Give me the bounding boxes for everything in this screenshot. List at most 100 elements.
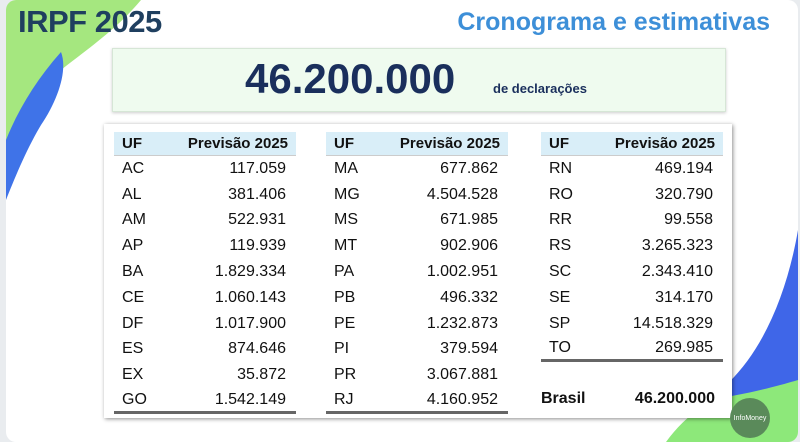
table-row: MS 671.985 <box>326 208 508 234</box>
table-header: UF Previsão 2025 <box>114 132 296 156</box>
row-uf: PE <box>334 314 356 332</box>
row-uf: RO <box>549 185 573 203</box>
table-row: EX 35.872 <box>114 362 296 388</box>
row-uf: SP <box>549 314 571 332</box>
row-value: 1.017.900 <box>214 314 286 332</box>
table-row: PE 1.232.873 <box>326 311 508 337</box>
row-value: 671.985 <box>440 211 498 229</box>
row-uf: BA <box>122 263 144 281</box>
table-row: MT 902.906 <box>326 233 508 259</box>
row-value: 3.265.323 <box>641 237 713 255</box>
row-uf: PA <box>334 263 355 281</box>
row-uf: PR <box>334 366 357 384</box>
table-row: PB 496.332 <box>326 285 508 311</box>
total-row-label: Brasil <box>541 390 586 407</box>
green-blob-top-left <box>6 0 141 150</box>
row-uf: GO <box>122 390 147 408</box>
table-row: AL 381.406 <box>114 182 296 208</box>
page-title: IRPF 2025 <box>18 4 162 39</box>
header-uf: UF <box>334 135 354 152</box>
slide: IRPF 2025 Cronograma e estimativas 46.20… <box>6 0 798 442</box>
total-row: Brasil 46.200.000 <box>541 390 723 408</box>
row-uf: SC <box>549 263 572 281</box>
forecast-table-1: UF Previsão 2025 AC 117.059 AL 381.406 AM 522.9… <box>114 132 296 414</box>
row-uf: PI <box>334 340 350 358</box>
page-subtitle: Cronograma e estimativas <box>457 8 770 36</box>
row-value: 1.002.951 <box>426 263 498 281</box>
row-value: 522.931 <box>228 211 286 229</box>
table-header: UF Previsão 2025 <box>326 132 508 156</box>
table-row: AM 522.931 <box>114 208 296 234</box>
blue-blob-bottom-right <box>706 230 798 400</box>
table-row: MA 677.862 <box>326 156 508 182</box>
row-value: 117.059 <box>229 159 286 177</box>
row-uf: AM <box>122 211 146 229</box>
row-uf: EX <box>122 366 144 384</box>
table-row: CE 1.060.143 <box>114 285 296 311</box>
row-uf: ES <box>122 340 144 358</box>
row-value: 269.985 <box>655 338 713 356</box>
row-value: 4.504.528 <box>426 185 498 203</box>
row-uf: CE <box>122 288 145 306</box>
row-uf: DF <box>122 314 144 332</box>
row-uf: RJ <box>334 390 354 408</box>
blue-blob-left <box>6 52 64 200</box>
row-uf: AP <box>122 237 144 255</box>
row-uf: MG <box>334 185 360 203</box>
table-row: MG 4.504.528 <box>326 182 508 208</box>
table-row: SP 14.518.329 <box>541 311 723 337</box>
table-row: DF 1.017.900 <box>114 311 296 337</box>
total-declarations: 46.200.000 <box>245 55 456 102</box>
table-row: AP 119.939 <box>114 233 296 259</box>
forecast-table-2: UF Previsão 2025 MA 677.862 MG 4.504.528 MS 671… <box>326 132 508 414</box>
table-row: SC 2.343.410 <box>541 259 723 285</box>
row-value: 2.343.410 <box>641 263 713 281</box>
row-value: 1.060.143 <box>214 288 286 306</box>
table-row: TO 269.985 <box>541 337 723 363</box>
row-value: 99.558 <box>664 211 713 229</box>
forecast-panel: UF Previsão 2025 AC 117.059 AL 381.406 AM 522.9… <box>104 124 732 418</box>
row-value: 4.160.952 <box>426 390 498 408</box>
table-header: UF Previsão 2025 <box>541 132 723 156</box>
row-value: 1.829.334 <box>214 263 286 281</box>
total-label: de declarações <box>493 81 587 96</box>
row-value: 902.906 <box>440 237 498 255</box>
header-value: Previsão 2025 <box>187 135 288 152</box>
table-row: AC 117.059 <box>114 156 296 182</box>
row-value: 379.594 <box>440 340 498 358</box>
row-value: 677.862 <box>440 159 498 177</box>
row-value: 469.194 <box>655 159 713 177</box>
table-row: SE 314.170 <box>541 285 723 311</box>
table-row: RJ 4.160.952 <box>326 388 508 414</box>
infomoney-logo: InfoMoney <box>730 398 770 438</box>
row-value: 320.790 <box>655 185 713 203</box>
row-value: 314.170 <box>655 288 713 306</box>
table-row: PR 3.067.881 <box>326 362 508 388</box>
table-row: ES 874.646 <box>114 337 296 363</box>
total-banner: 46.200.000 de declarações <box>112 48 726 112</box>
row-value: 14.518.329 <box>632 314 713 332</box>
row-value: 35.872 <box>237 366 286 384</box>
row-uf: AL <box>122 185 142 203</box>
row-value: 496.332 <box>440 288 498 306</box>
row-value: 119.939 <box>229 237 286 255</box>
row-uf: RN <box>549 159 573 177</box>
row-value: 1.232.873 <box>426 314 498 332</box>
row-uf: TO <box>549 338 571 356</box>
table-row: RN 469.194 <box>541 156 723 182</box>
header-uf: UF <box>549 135 569 152</box>
row-value: 1.542.149 <box>214 390 286 408</box>
table-row: GO 1.542.149 <box>114 388 296 414</box>
row-uf: PB <box>334 288 356 306</box>
table-row: PA 1.002.951 <box>326 259 508 285</box>
total-row-value: 46.200.000 <box>634 390 715 407</box>
table-row: RS 3.265.323 <box>541 233 723 259</box>
row-uf: MT <box>334 237 358 255</box>
row-uf: MS <box>334 211 358 229</box>
row-uf: RR <box>549 211 573 229</box>
header-value: Previsão 2025 <box>399 135 500 152</box>
table-row: BA 1.829.334 <box>114 259 296 285</box>
row-uf: AC <box>122 159 145 177</box>
row-uf: RS <box>549 237 572 255</box>
forecast-table-3: UF Previsão 2025 RN 469.194 RO 320.790 RR 99.55… <box>541 132 723 363</box>
